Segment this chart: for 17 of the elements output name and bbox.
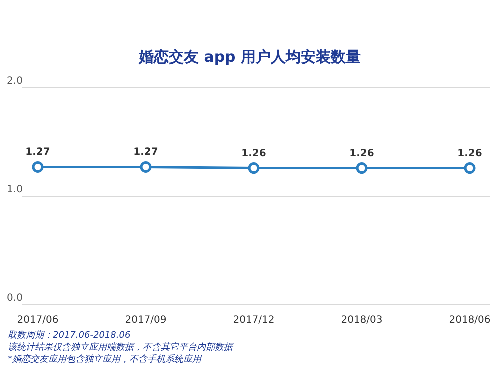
y-tick-label: 0.0 xyxy=(7,293,23,304)
text: 该统计结果仅含独立应用端数据，不含其它平台内部数据 xyxy=(8,342,234,353)
text: *婚恋交友应用包含独立应用，不含手机系统应用 xyxy=(8,354,202,365)
y-tick-label: 2.0 xyxy=(7,76,23,87)
data-label: 1.26 xyxy=(350,148,374,160)
x-tick-label: 2017/06 xyxy=(17,315,59,326)
x-tick-label: 2017/09 xyxy=(125,315,167,326)
data-label: 1.27 xyxy=(134,147,158,158)
chart-title: 婚恋交友 app 用户人均安装数量 xyxy=(138,48,362,66)
y-tick-label: 1.0 xyxy=(7,184,23,196)
data-label: 1.26 xyxy=(242,148,266,160)
x-tick-label: 2018/06 xyxy=(449,315,491,326)
data-label: 1.26 xyxy=(458,148,482,160)
data-label: 1.27 xyxy=(26,147,50,158)
x-tick-label: 2018/03 xyxy=(341,315,383,326)
text: 取数周期：2017.06-2018.06 xyxy=(8,330,131,341)
x-tick-label: 2017/12 xyxy=(233,315,275,326)
